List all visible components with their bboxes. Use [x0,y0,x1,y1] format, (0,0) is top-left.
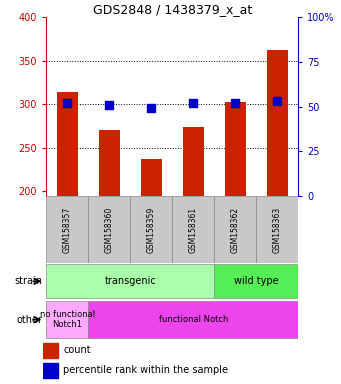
Text: GSM158359: GSM158359 [147,206,156,253]
Text: other: other [17,314,43,325]
Text: count: count [63,345,91,355]
Bar [140,159,162,196]
FancyBboxPatch shape [88,301,298,338]
FancyBboxPatch shape [256,196,298,263]
FancyBboxPatch shape [172,196,214,263]
Point [233,100,238,106]
Text: GSM158362: GSM158362 [231,206,240,253]
Bar [43,343,58,358]
Text: GSM158357: GSM158357 [62,206,72,253]
Bar [57,92,78,196]
Point [148,105,154,111]
Text: GSM158361: GSM158361 [189,206,198,253]
FancyBboxPatch shape [46,301,88,338]
Bar [225,102,246,196]
Text: strain: strain [15,276,43,286]
Bar [183,127,204,196]
Text: no functional
Notch1: no functional Notch1 [40,310,94,329]
Text: transgenic: transgenic [104,276,156,286]
Bar [267,50,288,196]
FancyBboxPatch shape [214,265,298,298]
Bar [99,130,120,196]
Bar [43,363,58,378]
Point [64,100,70,106]
Point [106,102,112,108]
Text: percentile rank within the sample: percentile rank within the sample [63,366,228,376]
Text: GSM158360: GSM158360 [105,206,114,253]
Point [191,100,196,106]
FancyBboxPatch shape [130,196,172,263]
FancyBboxPatch shape [88,196,130,263]
FancyBboxPatch shape [46,265,214,298]
Text: functional Notch: functional Notch [159,315,228,324]
Title: GDS2848 / 1438379_x_at: GDS2848 / 1438379_x_at [92,3,252,16]
Text: wild type: wild type [234,276,279,286]
Text: GSM158363: GSM158363 [273,206,282,253]
FancyBboxPatch shape [46,196,88,263]
Point [275,98,280,104]
FancyBboxPatch shape [214,196,256,263]
